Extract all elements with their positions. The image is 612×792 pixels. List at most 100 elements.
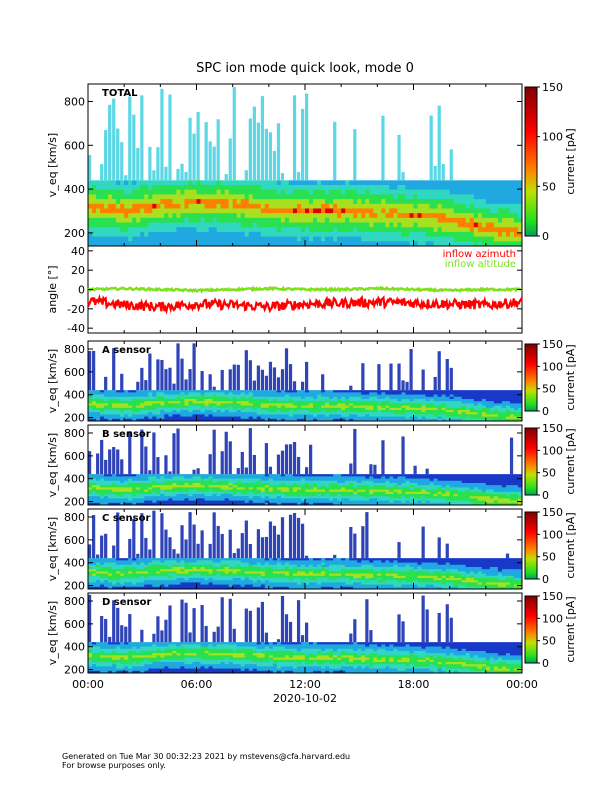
heat-cell [188,222,193,228]
heat-cell [417,474,422,477]
heat-cell [168,213,173,219]
heat-cell [120,485,125,488]
heat-cell [369,496,374,499]
heat-cell [357,390,362,393]
heat-cell [276,213,282,219]
heat-cell [493,412,499,415]
heat-cell [156,480,161,484]
heat-cell [208,398,213,402]
heat-cell [441,474,447,477]
heat-cell [244,396,250,400]
heat-cell [116,227,121,233]
heat-cell [300,236,306,242]
heat-cell [112,401,117,404]
heat-cell [88,482,93,486]
heat-cell [232,502,238,506]
heat-cell [180,392,185,395]
heat-cell [381,409,386,413]
heat-cell [305,409,310,413]
heat-cell [212,482,217,486]
heat-cell [409,180,414,186]
heat-spike [268,361,273,391]
heat-cell [389,189,394,195]
heat-cell [489,409,495,413]
heat-cell [204,390,209,393]
heat-cell [128,491,133,495]
heat-cell [104,409,109,413]
heat-cell [120,217,125,223]
heat-cell [341,227,346,233]
heat-cell [236,487,242,490]
heat-cell [377,213,382,219]
heat-cell [405,208,410,214]
heat-cell [453,405,459,409]
heat-cell [421,236,426,242]
heat-cell [417,407,422,411]
heat-cell [305,407,310,411]
heat-cell [473,231,479,238]
heat-cell [140,396,145,400]
heat-spike [296,172,301,181]
heat-cell [345,213,350,219]
heat-cell [136,394,141,398]
heat-cell [204,407,209,411]
heat-cell [449,390,455,393]
heat-cell [377,180,382,186]
heat-cell [184,489,189,493]
heat-cell [300,493,306,497]
heat-cell [329,478,334,482]
heat-cell [337,208,342,214]
heat-cell [425,208,430,214]
heat-cell [385,409,390,413]
heat-cell [337,407,342,411]
heat-cell [288,390,294,393]
heat-cell [200,491,205,495]
heat-cell [361,208,366,214]
heat-cell [409,199,414,205]
heat-cell [429,480,434,484]
heat-cell [216,493,222,497]
heat-cell [108,480,113,484]
heat-cell [429,227,434,233]
heat-cell [449,199,455,205]
heat-cell [377,236,382,242]
heat-cell [172,502,177,506]
heat-cell [136,392,141,395]
heat-cell [184,401,189,404]
heat-cell [152,502,157,506]
heat-cell [373,409,378,413]
heat-cell [256,496,262,499]
heat-cell [469,414,475,417]
heat-cell [264,401,270,404]
heat-cell [445,403,451,406]
heat-cell [192,194,197,200]
heat-cell [152,392,157,395]
heat-cell [216,203,222,209]
heat-cell [493,487,499,490]
heat-cell [329,213,334,219]
heat-cell [513,407,519,411]
heat-cell [421,231,426,238]
heat-cell [152,231,157,238]
heat-cell [188,208,193,214]
heat-cell [345,236,350,242]
heat-cell [333,222,338,228]
heat-cell [256,194,262,200]
heat-cell [385,478,390,482]
heat-cell [180,185,185,191]
heat-cell [212,474,217,477]
heat-cell [88,580,93,583]
heat-cell [473,241,479,247]
heat-cell [309,390,314,393]
heat-cell [337,485,342,488]
heat-cell [276,496,282,499]
heat-cell [148,194,153,200]
heat-cell [100,241,105,247]
heat-cell [513,476,519,479]
heat-cell [196,401,201,404]
heat-spike [92,515,96,559]
heat-cell [329,405,334,409]
colorbar [524,343,538,412]
heat-cell [228,403,234,406]
heat-cell [236,409,242,413]
